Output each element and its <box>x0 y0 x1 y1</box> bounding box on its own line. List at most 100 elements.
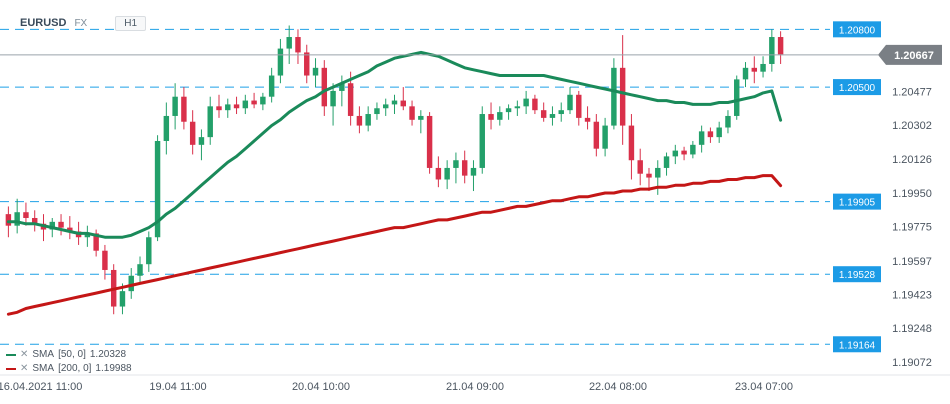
last-price-layer: 1.20667 <box>0 44 942 65</box>
y-axis: 1.20477 1.20302 1.20126 1.19950 1.19775 1.195… <box>892 87 932 369</box>
last-price-label: 1.20667 <box>894 50 934 62</box>
candle-up <box>207 106 213 138</box>
candle-down <box>576 94 582 118</box>
candle-up <box>725 115 731 128</box>
candle-down <box>233 104 240 109</box>
symbol-label[interactable]: EURUSD <box>20 17 67 29</box>
level-label: 1.19528 <box>839 270 876 281</box>
candle-down <box>540 110 547 118</box>
y-tick-label: 1.19950 <box>892 188 932 200</box>
candle-up <box>49 221 55 230</box>
candle-up <box>163 115 170 141</box>
candle-up <box>698 131 705 145</box>
candle-up <box>198 137 205 145</box>
candle-up <box>523 98 529 107</box>
candle-up <box>453 160 459 168</box>
candle-down <box>102 250 108 270</box>
y-tick-label: 1.19248 <box>892 323 932 335</box>
level-badge <box>833 336 881 353</box>
candle-down <box>681 150 687 155</box>
candle-down <box>5 214 12 226</box>
candle-down <box>189 121 196 145</box>
candle-up <box>602 125 608 149</box>
candle-down <box>707 131 714 138</box>
remove-icon[interactable]: ✕ <box>20 349 29 360</box>
candle-up <box>611 67 617 126</box>
candle-up <box>14 212 20 226</box>
levels-layer: 1.20800 1.20500 1.19905 1.19528 1.19164 <box>0 21 881 353</box>
y-tick-label: 1.20126 <box>892 154 932 166</box>
sma-200-legend: ✕ SMA [200, 0] 1.19988 <box>6 363 132 374</box>
x-tick-label: 19.04 11:00 <box>149 381 206 393</box>
sma-200-label: SMA <box>32 363 55 374</box>
candle-up <box>505 108 512 113</box>
candle-up <box>374 108 380 115</box>
candle-down <box>295 37 301 53</box>
candle-up <box>286 37 292 49</box>
x-tick-label: 21.04 09:00 <box>446 381 504 393</box>
y-tick-label: 1.19597 <box>892 256 932 268</box>
candle-down <box>461 160 468 176</box>
candle-up <box>365 114 371 126</box>
y-tick-label: 1.20302 <box>892 120 932 132</box>
level-badge <box>833 266 881 283</box>
candle-up <box>260 96 266 105</box>
candle-down <box>347 83 354 116</box>
candle-down <box>400 100 406 107</box>
sma-line <box>6 174 783 316</box>
sma-50-label: SMA <box>32 349 55 360</box>
candle-down <box>584 117 591 122</box>
candle-down <box>58 221 64 228</box>
candle-down <box>356 115 363 126</box>
candle-up <box>514 106 521 109</box>
candle-down <box>23 212 29 218</box>
candles-layer <box>5 25 784 315</box>
candle-down <box>181 96 187 122</box>
candle-up <box>242 100 249 109</box>
y-tick-label: 1.19072 <box>892 357 932 369</box>
sma-200-params: [200, 0] <box>58 363 92 374</box>
candle-up <box>479 114 485 168</box>
remove-icon[interactable]: ✕ <box>20 363 29 374</box>
x-tick-label: 23.04 07:00 <box>735 381 793 393</box>
level-label: 1.19905 <box>839 198 876 209</box>
y-tick-label: 1.19423 <box>892 289 932 301</box>
sma-line <box>6 50 783 239</box>
candle-up <box>760 63 766 72</box>
candle-up <box>470 167 477 176</box>
instrument-type-label[interactable]: FX <box>74 17 88 29</box>
candle-up <box>567 94 573 111</box>
candle-up <box>734 79 740 116</box>
candle-up <box>312 67 319 76</box>
timeframe-select[interactable]: H1 <box>115 15 147 31</box>
candle-down <box>216 106 222 111</box>
candle-down <box>93 233 99 251</box>
sma-200-value: 1.19988 <box>95 363 132 374</box>
sma-layer <box>6 50 783 316</box>
candle-up <box>655 167 661 178</box>
candle-down <box>628 125 635 161</box>
candle-up <box>716 127 722 138</box>
candle-up <box>444 167 450 180</box>
candle-up <box>268 75 275 97</box>
candle-up <box>84 233 91 238</box>
candle-up <box>418 115 424 120</box>
level-label: 1.19164 <box>839 340 876 351</box>
candle-up <box>172 96 178 116</box>
candle-down <box>777 37 784 55</box>
candle-down <box>409 106 415 120</box>
candle-down <box>321 67 328 107</box>
candle-down <box>435 167 442 180</box>
x-tick-label: 20.04 10:00 <box>292 381 350 393</box>
candle-down <box>532 98 538 111</box>
candle-up <box>339 83 345 91</box>
sma-50-legend: ✕ SMA [50, 0] 1.20328 <box>6 349 126 360</box>
candle-down <box>67 227 73 232</box>
level-badge <box>833 21 881 38</box>
candle-up <box>769 37 775 64</box>
candle-up <box>391 100 398 105</box>
x-axis: 16.04.2021 11:00 19.04 11:00 20.04 10:00 21… <box>0 381 793 393</box>
sma-50-params: [50, 0] <box>58 349 86 360</box>
candle-up <box>690 144 696 155</box>
